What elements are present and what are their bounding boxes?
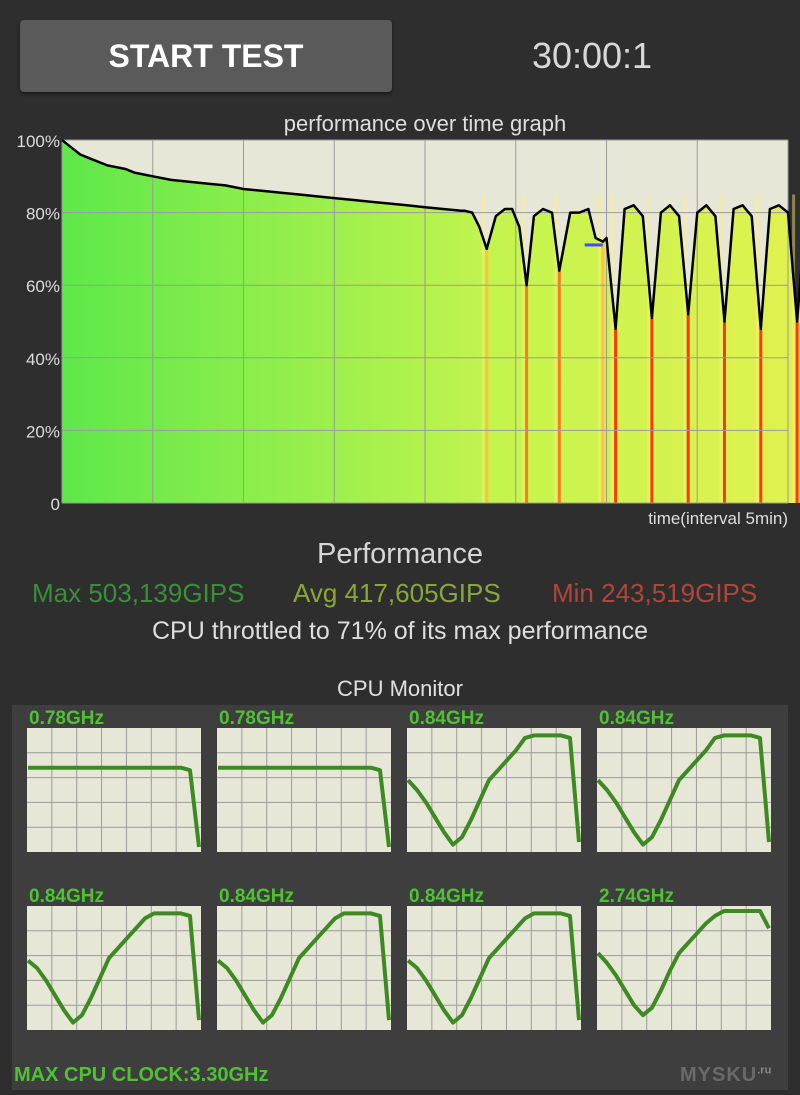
cpu-plot-background — [597, 728, 771, 852]
x-axis-label: time(interval 5min) — [648, 509, 788, 528]
throttle-stripe — [795, 321, 799, 503]
cpu-core-chart: 0.78GHz — [27, 708, 201, 852]
throttle-stripe — [686, 314, 690, 503]
cpu-usage-line — [26, 911, 201, 1025]
y-tick-label: 80% — [26, 205, 60, 224]
cpu-core-chart: 0.84GHz — [216, 886, 391, 1030]
throttle-halo — [610, 194, 614, 504]
throttle-halo — [521, 194, 525, 504]
cpu-usage-line — [218, 765, 391, 848]
cpu-plot-background — [217, 906, 391, 1030]
max-performance: Max 503,139GIPS — [32, 578, 245, 608]
throttle-halo — [719, 194, 723, 504]
cpu-core-chart: 0.84GHz — [406, 886, 581, 1030]
cpu-usage-line — [596, 733, 771, 847]
throttle-halo — [597, 194, 601, 504]
throttle-stripe — [614, 328, 618, 503]
throttle-halo — [792, 194, 796, 504]
watermark-logo: MYSKU.ru — [680, 1064, 772, 1086]
y-tick-label: 40% — [26, 350, 60, 369]
cpu-monitor-panel: 0.78GHz 0.78GHz 0.84GHz 0.84GHz 0.84GHz 0.84G… — [12, 705, 788, 1090]
throttle-halo — [646, 194, 650, 504]
cpu-usage-line — [216, 911, 391, 1025]
cpu-usage-line — [406, 733, 581, 847]
marker — [584, 243, 603, 247]
throttle-halo — [481, 194, 485, 504]
throttle-stripe — [525, 285, 529, 503]
cpu-plot-background — [217, 728, 391, 852]
cpu-core-frequency: 0.84GHz — [409, 886, 484, 907]
avg-performance: Avg 417,605GIPS — [293, 578, 501, 608]
max-cpu-clock: MAX CPU CLOCK:3.30GHz — [14, 1064, 269, 1086]
cpu-usage-line — [596, 909, 771, 1018]
cpu-core-chart: 0.78GHz — [217, 708, 391, 852]
throttle-stripe — [650, 317, 654, 503]
cpu-plot-background — [597, 906, 771, 1030]
performance-stats: Max 503,139GIPS Avg 417,605GIPS Min 243,… — [0, 578, 800, 612]
cpu-monitor-title: CPU Monitor — [337, 676, 463, 701]
cpu-core-frequency: 2.74GHz — [599, 886, 674, 907]
cpu-plot-background — [407, 728, 581, 852]
cpu-plot-background — [27, 906, 201, 1030]
cpu-core-chart: 0.84GHz — [596, 708, 771, 852]
y-tick-label: 0 — [51, 495, 60, 514]
throttle-stripe — [557, 270, 561, 503]
test-timer: 30:00:1 — [531, 35, 653, 76]
cpu-core-frequency: 0.84GHz — [29, 886, 104, 907]
performance-graph: performance over time graph 100% 80% 60% 40%… — [17, 111, 800, 528]
cpu-core-chart: 2.74GHz — [596, 886, 771, 1030]
throttle-stripe — [723, 321, 726, 503]
throttle-halo — [683, 194, 687, 504]
throttle-stripe — [601, 241, 605, 503]
cpu-usage-line — [28, 765, 201, 848]
throttle-halo — [755, 194, 759, 504]
throttle-summary: CPU throttled to 71% of its max performa… — [151, 617, 649, 645]
graph-title: performance over time graph — [284, 111, 566, 136]
y-tick-label: 100% — [17, 132, 60, 151]
throttle-stripe — [485, 248, 489, 503]
performance-line — [61, 139, 800, 331]
y-tick-label: 20% — [26, 422, 60, 441]
cpu-core-chart: 0.84GHz — [26, 886, 201, 1030]
cpu-core-frequency: 0.78GHz — [29, 708, 104, 729]
cpu-core-frequency: 0.78GHz — [219, 708, 294, 729]
cpu-core-frequency: 0.84GHz — [409, 708, 484, 729]
performance-heading: Performance — [316, 538, 483, 570]
cpu-plot-background — [407, 906, 581, 1030]
min-performance: Min 243,519GIPS — [552, 578, 758, 608]
cpu-plot-background — [27, 728, 201, 852]
start-test-button[interactable]: START TEST — [20, 20, 392, 92]
y-tick-label: 60% — [26, 277, 60, 296]
throttle-halo — [554, 194, 558, 504]
cpu-core-frequency: 0.84GHz — [599, 708, 674, 729]
cpu-core-chart: 0.84GHz — [406, 708, 581, 852]
cpu-usage-line — [406, 911, 581, 1025]
throttle-stripe — [759, 328, 763, 503]
cpu-core-frequency: 0.84GHz — [219, 886, 294, 907]
